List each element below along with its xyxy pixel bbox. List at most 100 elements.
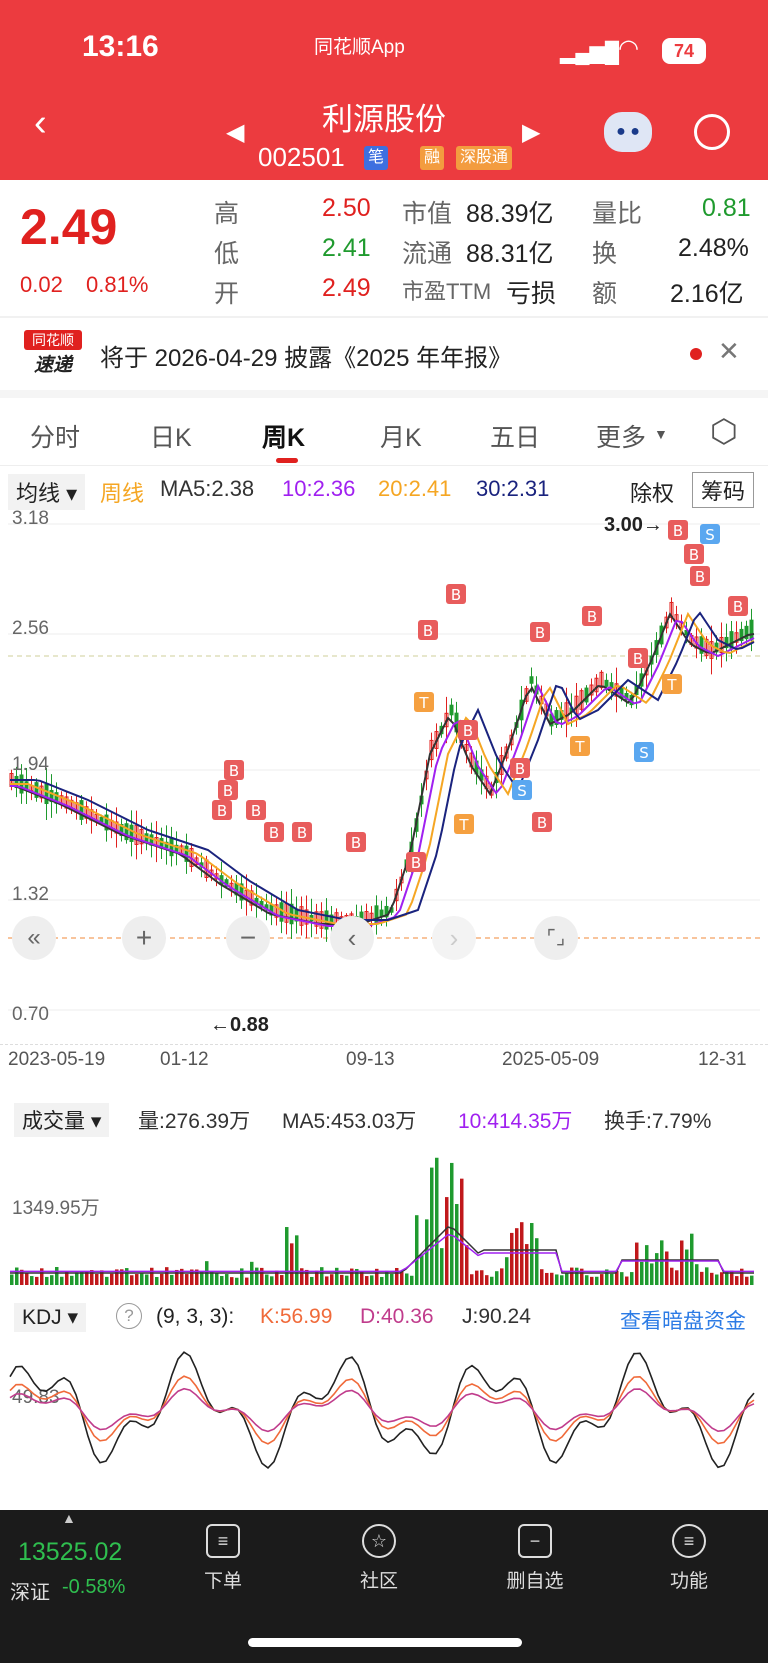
signal-badge [414, 692, 434, 712]
tab-five-day[interactable]: 五日 [490, 424, 541, 452]
signal-badge [264, 822, 284, 842]
volume-bar [580, 1268, 584, 1285]
volume-bar [535, 1238, 539, 1285]
signal-marker-s: S [634, 742, 654, 762]
candle-body [664, 616, 669, 629]
volume-ma5-line [10, 1226, 754, 1274]
volume-bar [235, 1277, 239, 1285]
volume-selector[interactable]: 成交量 ▾ [14, 1103, 110, 1137]
kdj-panel[interactable]: KDJ ▾ ? (9, 3, 3): K:56.99 D:40.36 J:90.… [0, 1295, 768, 1485]
signal-letter: B [423, 622, 433, 640]
signal-badge [662, 674, 682, 694]
volume-bar [555, 1274, 559, 1285]
volume-bar [340, 1274, 344, 1285]
signal-letter: B [269, 824, 279, 842]
nav-remove-watch[interactable]: − 删自选 [490, 1524, 580, 1593]
nav-community[interactable]: ☆ 社区 [334, 1524, 424, 1593]
volume-bar [725, 1271, 729, 1285]
volume-bar [145, 1274, 149, 1285]
kdj-selector[interactable]: KDJ ▾ [14, 1303, 87, 1332]
notice-banner[interactable]: 同花顺 速递 将于 2026-04-29 披露《2025 年年报》 ✕ [0, 318, 768, 388]
kdj-params: (9, 3, 3): [156, 1305, 235, 1328]
help-icon[interactable]: ? [116, 1303, 142, 1329]
volume-bar [440, 1248, 444, 1285]
volume-bar [550, 1272, 554, 1285]
prev-stock-button[interactable]: ◀ [226, 119, 245, 146]
ma-line [10, 619, 755, 927]
volume-bar [560, 1275, 564, 1285]
volume-bar [140, 1273, 144, 1285]
volume-bar [610, 1273, 614, 1285]
volume-bar [55, 1267, 59, 1285]
menu-icon: ≡ [672, 1524, 706, 1558]
volume-bar [510, 1232, 514, 1285]
settings-hex-icon[interactable]: ⬡ [710, 413, 738, 449]
search-icon[interactable] [694, 114, 730, 150]
tab-monthly[interactable]: 月K [380, 424, 422, 452]
volume-bar [625, 1276, 629, 1285]
fullscreen-button[interactable]: ⌜⌟ [534, 916, 578, 960]
header-bar: 13:16 同花顺App ▂▄▆█ ◠ 74 ‹ ◀ 利源股份 ▶ 002501… [0, 0, 768, 180]
signal-badge [454, 814, 474, 834]
volume-bar [605, 1269, 609, 1285]
volume-bar [645, 1245, 649, 1285]
dark-pool-link[interactable]: 查看暗盘资金 [620, 1310, 746, 1333]
volume-bar [680, 1240, 684, 1285]
volume-bar [670, 1267, 674, 1285]
tab-intraday[interactable]: 分时 [30, 424, 81, 452]
signal-marker-b: B [446, 584, 466, 604]
volume-bar [485, 1275, 489, 1285]
signal-letter: T [418, 694, 429, 712]
tab-weekly[interactable]: 周K [262, 424, 306, 452]
ma-period-type: 周线 [100, 481, 145, 506]
index-name: 深证 [10, 1582, 50, 1604]
close-icon[interactable]: ✕ [718, 336, 740, 366]
volume-bar [445, 1197, 449, 1285]
scroll-right-button[interactable]: › [432, 916, 476, 960]
candle-body [124, 823, 129, 841]
volume-bar [685, 1249, 689, 1285]
nav-functions[interactable]: ≡ 功能 [644, 1524, 734, 1593]
volume-bar [110, 1273, 114, 1285]
ma-legend: 均线 ▾ 周线 MA5:2.38 10:2.36 20:2.41 30:2.31… [0, 470, 768, 510]
volume-bar [105, 1276, 109, 1285]
zoom-in-button[interactable]: + [122, 916, 166, 960]
tab-more[interactable]: 更多 [596, 424, 647, 452]
signal-marker-b: B [510, 758, 530, 778]
volume-bar [270, 1276, 274, 1285]
volume-bar [545, 1272, 549, 1285]
tab-daily[interactable]: 日K [150, 424, 192, 452]
volume-bar [310, 1276, 314, 1285]
expand-icon[interactable]: ▲ [62, 1510, 76, 1526]
price-change-pct: 0.81% [86, 272, 149, 297]
zoom-out-button[interactable]: − [226, 916, 270, 960]
chips-button[interactable]: 筹码 [692, 472, 755, 508]
candle-body [104, 814, 109, 831]
volume-panel[interactable]: 成交量 ▾ 量:276.39万 MA5:453.03万 10:414.35万 换… [0, 1095, 768, 1285]
mcap-value: 88.39亿 [466, 200, 554, 228]
candle-body [719, 636, 724, 654]
scroll-left-button[interactable]: ‹ [330, 916, 374, 960]
volume-bar [630, 1272, 634, 1285]
nav-order[interactable]: ≡ 下单 [178, 1524, 268, 1593]
volume-bar [35, 1276, 39, 1285]
signal-marker-b: B [292, 822, 312, 842]
ma-selector[interactable]: 均线 ▾ [8, 474, 86, 510]
collapse-left-button[interactable]: « [12, 916, 56, 960]
robot-assistant-icon[interactable]: ● ● [604, 112, 652, 152]
volume-bar [665, 1251, 669, 1285]
volume-bar [505, 1257, 509, 1285]
volume-bar [275, 1270, 279, 1285]
candle-body [704, 638, 709, 657]
exright-button[interactable]: 除权 [630, 481, 675, 506]
float-label: 流通 [402, 240, 453, 268]
volume-bar [490, 1276, 494, 1285]
index-value[interactable]: 13525.02 [18, 1538, 123, 1566]
signal-icon: ▂▄▆█ [560, 42, 620, 64]
candle-body [699, 636, 704, 654]
volume-bar [455, 1204, 459, 1285]
volume-bar [175, 1269, 179, 1285]
next-stock-button[interactable]: ▶ [522, 119, 541, 146]
back-button[interactable]: ‹ [34, 102, 47, 144]
